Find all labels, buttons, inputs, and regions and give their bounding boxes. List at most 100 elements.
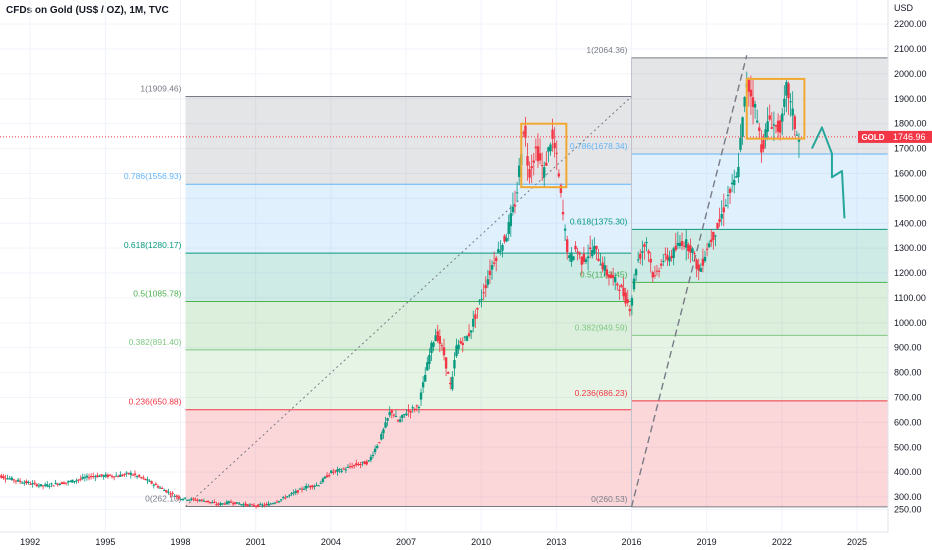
candle-body (584, 259, 588, 262)
candle-body (415, 405, 419, 407)
candle-body (488, 270, 492, 275)
candle-body (169, 493, 172, 495)
candle-body (428, 354, 431, 365)
y-tick-label: 1800.00 (894, 119, 927, 129)
candle-body (246, 504, 249, 507)
candle-body (651, 272, 654, 278)
candle-body (791, 108, 794, 116)
candle-body (56, 483, 59, 485)
candle-body (595, 245, 598, 250)
candle-body (614, 277, 617, 283)
candle-body (618, 289, 621, 292)
candle-body (300, 488, 304, 490)
candle-body (198, 500, 201, 502)
candle-body (630, 298, 634, 306)
candle-body (417, 407, 421, 409)
candle-body (171, 492, 174, 494)
candle-body (536, 146, 540, 162)
y-tick-label: 1500.00 (894, 193, 927, 203)
candle-body (142, 477, 145, 479)
candle-body (607, 274, 611, 278)
candle-body (741, 117, 744, 137)
fib2-level-label: 0.236(686.23) (575, 388, 628, 398)
candle-body (699, 268, 703, 272)
candle-body (340, 470, 343, 472)
candle-body (724, 205, 728, 207)
candle-body (327, 475, 331, 477)
candle-body (611, 275, 615, 278)
candle-body (219, 503, 222, 505)
candle-body (712, 231, 715, 241)
fib1-zone (185, 96, 632, 185)
candle-body (576, 251, 579, 253)
candle-body (267, 503, 270, 506)
candle-body (666, 255, 669, 260)
candle-body (492, 262, 496, 264)
candle-body (685, 239, 688, 248)
candle-body (733, 179, 736, 186)
candle-body (62, 482, 66, 484)
candle-body (386, 418, 389, 421)
candle-body (202, 500, 206, 502)
candle-body (490, 265, 494, 270)
candle-body (770, 127, 774, 129)
candle-body (568, 255, 571, 258)
candle-body (29, 483, 32, 485)
candle-body (674, 245, 677, 250)
y-tick-label: 2200.00 (894, 19, 927, 29)
candle-body (73, 481, 76, 483)
x-tick-label: 2022 (772, 537, 792, 547)
candle-body (620, 284, 623, 288)
candle-body (380, 433, 383, 440)
candle-body (58, 483, 62, 485)
x-tick-label: 1995 (95, 537, 115, 547)
candle-body (513, 205, 517, 207)
candle-body (511, 206, 515, 213)
candle-body (419, 392, 423, 400)
candle-body (528, 169, 531, 178)
candle-body (27, 481, 30, 484)
candle-body (234, 502, 237, 505)
candle-body (484, 285, 487, 289)
candle-body (764, 129, 767, 139)
candle-body (726, 194, 730, 196)
y-tick-label: 800.00 (894, 368, 922, 378)
candle-body (622, 287, 625, 297)
candle-body (167, 491, 170, 493)
candle-body (499, 250, 502, 252)
candle-body (344, 469, 348, 471)
candle-body (641, 251, 644, 253)
candle-body (286, 496, 289, 498)
candle-body (586, 256, 590, 259)
candle-body (783, 98, 786, 107)
y-tick-label: 1600.00 (894, 168, 927, 178)
candle-body (33, 482, 36, 484)
candle-body (559, 185, 563, 193)
candle-body (348, 466, 352, 468)
candle-body (365, 461, 368, 465)
candle-body (697, 264, 700, 271)
candle-body (616, 283, 619, 286)
candle-body (409, 411, 412, 413)
candle-body (8, 478, 11, 480)
candle-body (261, 504, 264, 506)
y-tick-label: 1000.00 (894, 318, 927, 328)
candle-body (315, 484, 318, 486)
candle-body (601, 262, 604, 270)
candle-body (317, 485, 320, 487)
candle-body (643, 244, 646, 247)
candle-body (451, 376, 454, 390)
candle-body (432, 342, 435, 347)
fib1-level-label: 0.786(1556.93) (124, 171, 182, 181)
current-price-value: 1746.96 (893, 132, 926, 142)
candle-body (624, 292, 627, 304)
candle-body (797, 139, 801, 142)
candle-body (131, 474, 135, 476)
candle-body (497, 249, 500, 253)
y-tick-label: 500.00 (894, 442, 922, 452)
candle-body (12, 479, 16, 481)
candle-body (570, 252, 573, 262)
y-tick-label: 1200.00 (894, 268, 927, 278)
candle-body (106, 474, 110, 477)
candle-body (553, 142, 556, 149)
